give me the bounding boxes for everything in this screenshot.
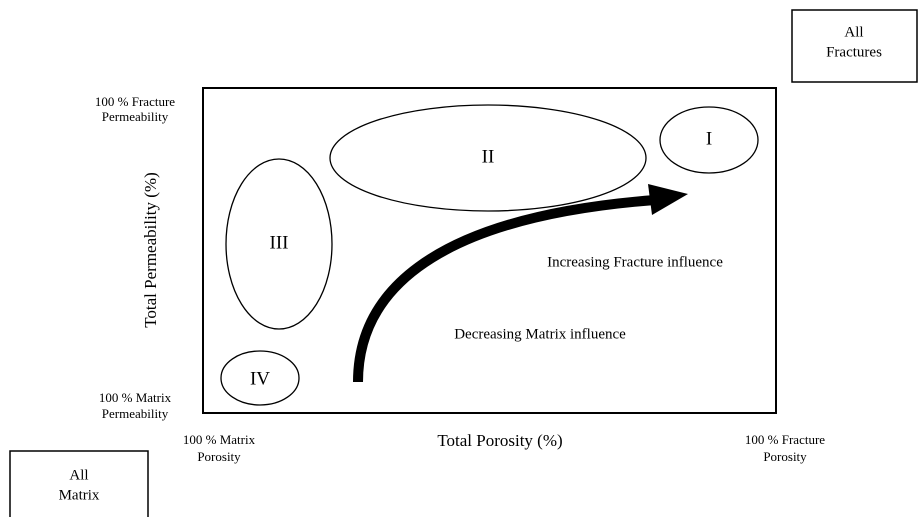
corner-label: Permeability [102, 109, 169, 124]
matrix-box [9, 450, 149, 517]
box-label: Matrix [59, 487, 100, 503]
region-ellipse [220, 350, 300, 406]
box-label: All [69, 467, 88, 483]
plot-frame [202, 87, 777, 414]
corner-label: Permeability [102, 406, 169, 421]
region-label: III [270, 232, 289, 253]
corner-label: 100 % Fracture [95, 94, 175, 109]
trend-arrow [353, 195, 656, 383]
region-ellipse [225, 158, 333, 330]
corner-label: 100 % Matrix [99, 390, 172, 405]
region-label: IV [250, 368, 270, 389]
box-label: Fractures [826, 44, 882, 60]
annotation: Decreasing Matrix influence [454, 326, 626, 342]
x-axis-label: Total Porosity (%) [437, 431, 562, 450]
y-axis-label: Total Permeability (%) [141, 172, 160, 328]
region-ellipse [659, 106, 759, 174]
fractures-box [791, 9, 918, 83]
region-ellipse [329, 104, 647, 212]
corner-label: Porosity [763, 449, 807, 464]
box-label: All [844, 24, 863, 40]
region-label: II [482, 146, 495, 167]
corner-label: 100 % Fracture [745, 432, 825, 447]
region-label: I [706, 128, 712, 149]
corner-label: Porosity [197, 449, 241, 464]
corner-label: 100 % Matrix [183, 432, 256, 447]
arrow-head [648, 184, 688, 215]
annotation: Increasing Fracture influence [547, 254, 723, 270]
